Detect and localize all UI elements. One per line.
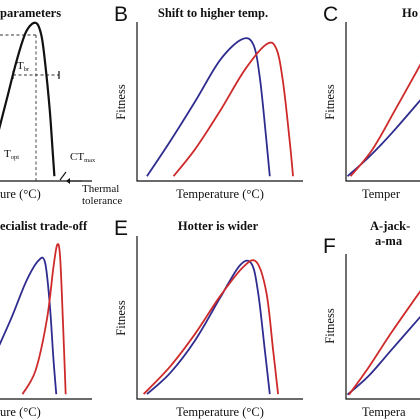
panel-a-ctmax-arrow (59, 171, 67, 181)
panel-d-xlabel: ure (°C) (0, 405, 41, 419)
panel-b-axes (136, 22, 303, 182)
panel-e-title: Hotter is wider (178, 219, 259, 233)
panel-c-letter: C (323, 3, 338, 26)
panel-d-red-curve (21, 243, 67, 395)
panel-e-ylabel: Fitness (114, 300, 128, 336)
panel-d-blue-curve (0, 256, 58, 395)
panel-f-title: A-jack- (370, 219, 410, 233)
panel-f: F A-jack- a-ma Fitness Tempera (323, 219, 420, 419)
panel-d: ecialist trade-off ure (°C) (0, 219, 92, 419)
panel-e-letter: E (114, 217, 128, 240)
panel-a-topt-label: Topt (4, 148, 19, 161)
panel-b-xlabel: Temperature (°C) (176, 187, 264, 201)
panel-a-tol-2: tolerance (82, 195, 122, 207)
panel-a-title: parameters (0, 6, 61, 20)
panel-e-axes (136, 236, 303, 400)
panel-a-tbr-label: Tbr (17, 60, 30, 73)
panel-e-blue-curve (146, 259, 271, 395)
panel-b-red-curve (172, 41, 294, 177)
panel-a-tol-1: Thermal (82, 183, 119, 195)
panel-b-letter: B (114, 3, 128, 26)
panel-e-red-curve (142, 259, 279, 395)
panel-f-blue-curve (346, 315, 420, 396)
panel-e: E Hotter is wider Fitness Temperature (°… (114, 217, 303, 419)
panel-f-red-curve (348, 290, 420, 396)
panel-f-ylabel: Fitness (323, 308, 337, 344)
panel-a-curve (0, 21, 56, 177)
panel-c-xlabel: Temper (362, 187, 401, 201)
panel-d-title: ecialist trade-off (0, 219, 88, 233)
panel-a-ctmax-label: CTmax (70, 151, 96, 164)
panel-f-letter: F (323, 235, 336, 258)
panel-b: B Shift to higher temp. Fitness Temperat… (114, 3, 303, 201)
panel-c-blue-curve (346, 99, 420, 177)
panel-c-axes (345, 22, 420, 182)
panel-a-xlabel: ure (°C) (0, 187, 41, 201)
panel-b-blue-curve (146, 37, 271, 177)
panel-b-ylabel: Fitness (114, 84, 128, 120)
panel-e-xlabel: Temperature (°C) (176, 405, 264, 419)
panel-f-title-2: a-ma (375, 234, 403, 248)
panel-f-axes (345, 254, 420, 400)
panel-c: C Ho Fitness Temper (323, 3, 420, 201)
panel-c-red-curve (349, 63, 420, 177)
panel-a-tol-arrowhead (66, 178, 70, 184)
panel-c-title: Ho (402, 6, 418, 20)
panel-f-xlabel: Tempera (362, 405, 406, 419)
panel-c-ylabel: Fitness (323, 84, 337, 120)
panel-a: parameters Tbr Topt CTmax ure (°C) Therm… (0, 6, 122, 207)
panel-b-title: Shift to higher temp. (158, 6, 268, 20)
